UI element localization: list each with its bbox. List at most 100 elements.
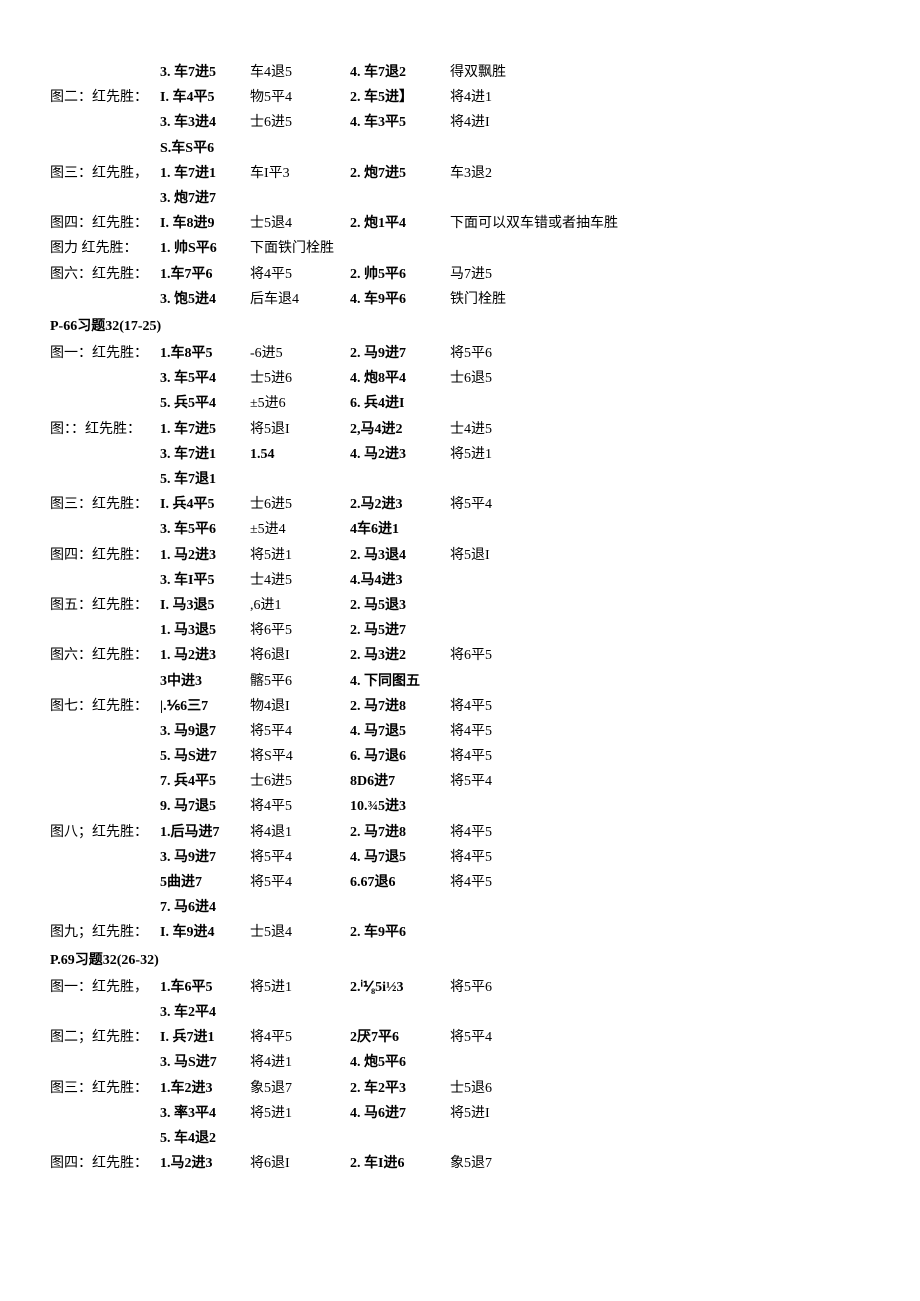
cell	[350, 136, 450, 161]
cell: 4. 马6进7	[350, 1101, 450, 1126]
cell	[350, 1000, 450, 1025]
cell: 将4平5	[450, 870, 870, 895]
move-row: 3中进3髂5平64. 下同图五	[50, 669, 870, 694]
cell: 铁门栓胜	[450, 287, 870, 312]
cell: 1. 车7进5	[160, 417, 250, 442]
cell: 2. 马5退3	[350, 593, 450, 618]
cell	[50, 870, 160, 895]
cell: 2. 马3进2	[350, 643, 450, 668]
cell: 6. 兵4进I	[350, 391, 450, 416]
cell	[450, 1000, 870, 1025]
move-row: 3. 马S进7将4进14. 炮5平6	[50, 1050, 870, 1075]
move-row: 3. 饱5进4后车退44. 车9平6铁门栓胜	[50, 287, 870, 312]
cell	[250, 1000, 350, 1025]
cell: 将5平4	[250, 845, 350, 870]
cell: 物4退I	[250, 694, 350, 719]
cell: 将5平6	[450, 975, 870, 1000]
cell	[350, 236, 450, 261]
cell	[50, 391, 160, 416]
cell	[450, 618, 870, 643]
cell: 将4平5	[450, 694, 870, 719]
move-row: 图九；红先胜：I. 车9进4士5退42. 车9平6	[50, 920, 870, 945]
cell	[50, 60, 160, 85]
cell: 6.67退6	[350, 870, 450, 895]
cell: 士6进5	[250, 110, 350, 135]
move-row: 5曲进7将5平46.67退6将4平5	[50, 870, 870, 895]
cell: 将5平4	[450, 492, 870, 517]
cell	[450, 186, 870, 211]
cell	[450, 593, 870, 618]
move-row: 图二；红先胜：I. 兵7进1将4平52厌7平6将5平4	[50, 1025, 870, 1050]
move-row: 3. 车7进5车4退54. 车7退2得双飘胜	[50, 60, 870, 85]
cell: 图六：红先胜：	[50, 262, 160, 287]
cell: 9. 马7退5	[160, 794, 250, 819]
cell: 2. 车2平3	[350, 1076, 450, 1101]
cell: 2. 车I进6	[350, 1151, 450, 1176]
cell	[50, 366, 160, 391]
cell: 2. 帅5平6	[350, 262, 450, 287]
cell: ±5进4	[250, 517, 350, 542]
cell	[50, 794, 160, 819]
cell	[50, 442, 160, 467]
cell: ,6进1	[250, 593, 350, 618]
cell: 3. 车2平4	[160, 1000, 250, 1025]
cell: 3. 车I平5	[160, 568, 250, 593]
move-row: 5. 马S进7将S平46. 马7退6将4平5	[50, 744, 870, 769]
cell: 1. 车7进1	[160, 161, 250, 186]
cell	[50, 136, 160, 161]
cell	[450, 136, 870, 161]
cell	[450, 391, 870, 416]
cell: 3中进3	[160, 669, 250, 694]
cell: 7. 兵4平5	[160, 769, 250, 794]
cell: 4车6进1	[350, 517, 450, 542]
cell: I. 马3退5	[160, 593, 250, 618]
move-row: 3. 车3进4士6进54. 车3平5将4进I	[50, 110, 870, 135]
cell	[450, 794, 870, 819]
cell	[50, 517, 160, 542]
cell: 车4退5	[250, 60, 350, 85]
cell: 2厌7平6	[350, 1025, 450, 1050]
move-row: 3. 车7进11.544. 马2进3将5进1	[50, 442, 870, 467]
cell: 将4进1	[450, 85, 870, 110]
move-row: 图六：红先胜：1.车7平6将4平52. 帅5平6马7进5	[50, 262, 870, 287]
cell: 图：：红先胜：	[50, 417, 160, 442]
cell: 1.车7平6	[160, 262, 250, 287]
cell: 1. 马2进3	[160, 643, 250, 668]
cell: 图四：红先胜：	[50, 543, 160, 568]
cell	[450, 1126, 870, 1151]
cell	[50, 186, 160, 211]
cell: 2. 马5进7	[350, 618, 450, 643]
cell: 3. 炮7进7	[160, 186, 250, 211]
cell: 将5进I	[450, 1101, 870, 1126]
move-row: 图七：红先胜：|.⅙6三7物4退I2. 马7进8将4平5	[50, 694, 870, 719]
cell: 象5退7	[450, 1151, 870, 1176]
move-row: 图三：红先胜：I. 兵4平5士6进52.马2进3将5平4	[50, 492, 870, 517]
cell: 2.马2进3	[350, 492, 450, 517]
cell: 将5进1	[250, 975, 350, 1000]
cell: 1.车8平5	[160, 341, 250, 366]
cell: 1.车2进3	[160, 1076, 250, 1101]
cell: 图五：红先胜：	[50, 593, 160, 618]
cell: 2,马4进2	[350, 417, 450, 442]
cell: 5. 车7退1	[160, 467, 250, 492]
cell: 4. 马2进3	[350, 442, 450, 467]
cell: 将4平5	[250, 1025, 350, 1050]
cell: 将5退I	[450, 543, 870, 568]
cell: 2. 马3退4	[350, 543, 450, 568]
cell: 图八；红先胜：	[50, 820, 160, 845]
cell	[50, 669, 160, 694]
move-row: 5. 车4退2	[50, 1126, 870, 1151]
cell: 将5进1	[250, 1101, 350, 1126]
cell: 得双飘胜	[450, 60, 870, 85]
cell: 10.¾5进3	[350, 794, 450, 819]
move-row: 图一：红先胜，1.车6平5将5进12.ⁱ⅟₈5i½3将5平6	[50, 975, 870, 1000]
cell	[50, 719, 160, 744]
cell: 4. 车9平6	[350, 287, 450, 312]
cell	[50, 467, 160, 492]
cell: 下面可以双车错或者抽车胜	[450, 211, 870, 236]
cell: 3. 马9进7	[160, 845, 250, 870]
cell: 将4退1	[250, 820, 350, 845]
cell	[50, 895, 160, 920]
cell: 图二；红先胜：	[50, 1025, 160, 1050]
move-row: 图四：红先胜：1.马2进3将6退I2. 车I进6象5退7	[50, 1151, 870, 1176]
